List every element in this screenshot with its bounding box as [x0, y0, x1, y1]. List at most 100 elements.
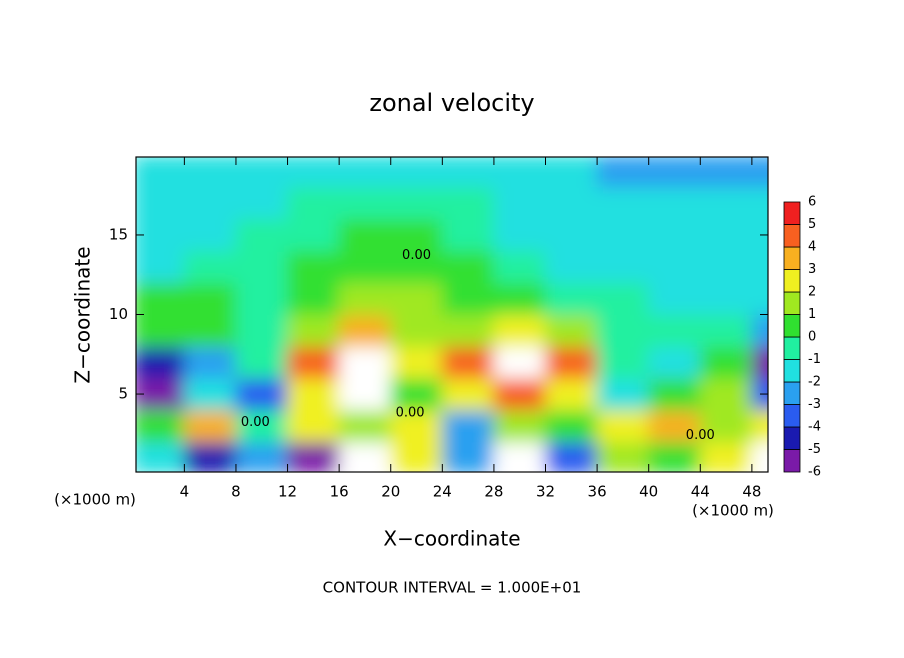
colorbar-label: 2 [808, 285, 816, 300]
heat-cell [493, 282, 547, 315]
heat-cell [699, 157, 753, 188]
heat-cell [183, 282, 237, 315]
heat-cell [751, 186, 768, 220]
heat-cell [287, 314, 340, 347]
heat-cell [493, 157, 547, 188]
colorbar-label: -1 [808, 352, 821, 367]
heat-cell [441, 250, 495, 284]
colorbar-swatch [783, 246, 801, 270]
heat-cell [235, 345, 289, 379]
heat-cell [390, 409, 443, 443]
x-unit: (×1000 m) [54, 491, 136, 509]
heat-cell [136, 218, 185, 252]
heat-cell [441, 186, 495, 220]
heat-cell [390, 282, 443, 315]
colorbar-label: -3 [808, 397, 821, 412]
colorbar-swatch [783, 359, 801, 383]
heat-cell [493, 377, 547, 411]
heat-cell [287, 409, 340, 443]
heat-cell [699, 250, 753, 284]
colorbar-label: 0 [808, 330, 816, 345]
contour-label: 0.00 [396, 406, 425, 421]
heat-cell [136, 314, 185, 347]
heat-cell [338, 218, 392, 252]
heat-cell [390, 441, 443, 472]
heat-cell [493, 345, 547, 379]
heat-cell [136, 441, 185, 472]
heat-cell [596, 441, 650, 472]
heat-cell [235, 157, 289, 188]
heat-cell [493, 314, 547, 347]
heat-cell [287, 345, 340, 379]
colorbar-swatch [783, 314, 801, 338]
heat-cell [390, 345, 443, 379]
heat-cell [390, 186, 443, 220]
heat-cell [596, 186, 650, 220]
heat-cell [545, 409, 598, 443]
heat-cell [183, 250, 237, 284]
y-tick-label: 10 [109, 305, 128, 323]
heat-cell [751, 441, 768, 472]
y-axis-label: Z−coordinate [71, 246, 95, 383]
colorbar-swatch [783, 224, 801, 248]
heat-cell [287, 186, 340, 220]
x-tick-label: 48 [742, 483, 761, 501]
heat-cell [648, 218, 701, 252]
heat-cell [699, 314, 753, 347]
heat-cell [596, 282, 650, 315]
heat-cell [751, 345, 768, 379]
colorbar-label: 3 [808, 262, 816, 277]
heat-cell [235, 218, 289, 252]
heat-cell [390, 377, 443, 411]
heat-cell [648, 157, 701, 188]
heat-cell [183, 186, 237, 220]
heat-cell [493, 409, 547, 443]
heat-cell [235, 377, 289, 411]
x-tick-label: 20 [381, 483, 400, 501]
heat-cell [235, 314, 289, 347]
heat-cell [493, 441, 547, 472]
heat-cell [493, 186, 547, 220]
colorbar-swatch [783, 381, 801, 405]
heat-cell [183, 218, 237, 252]
heat-cell [287, 218, 340, 252]
x-tick-label: 44 [691, 483, 710, 501]
heat-cell [235, 441, 289, 472]
y-tick-label: 5 [118, 385, 128, 403]
colorbar-label: 1 [808, 307, 816, 322]
heat-cell [441, 282, 495, 315]
heat-cell [338, 157, 392, 188]
x-tick-label: 16 [330, 483, 349, 501]
heat-cell [648, 441, 701, 472]
heat-cell [545, 157, 598, 188]
heat-cell [183, 345, 237, 379]
heat-cell [751, 218, 768, 252]
colorbar-label: 4 [808, 240, 816, 255]
heat-cell [287, 250, 340, 284]
heat-cell [751, 157, 768, 188]
heat-cell [545, 314, 598, 347]
heat-cell [648, 282, 701, 315]
heat-cell [338, 186, 392, 220]
y-tick-label: 15 [109, 225, 128, 243]
colorbar-label: 6 [808, 195, 816, 210]
heat-cell [493, 218, 547, 252]
heat-cell [648, 377, 701, 411]
heat-cell [183, 377, 237, 411]
heat-cell [545, 250, 598, 284]
heat-cell [441, 377, 495, 411]
heat-cell [183, 157, 237, 188]
colorbar-swatch [783, 269, 801, 293]
heat-cell [596, 345, 650, 379]
colorbar-swatch [783, 449, 801, 473]
heat-cell [596, 218, 650, 252]
heat-cell [545, 377, 598, 411]
heat-cell [751, 282, 768, 315]
heat-cell [338, 314, 392, 347]
x-unit: (×1000 m) [692, 502, 774, 520]
heat-cell [136, 345, 185, 379]
x-tick-label: 24 [433, 483, 452, 501]
heat-cell [596, 409, 650, 443]
heat-cell [751, 250, 768, 284]
